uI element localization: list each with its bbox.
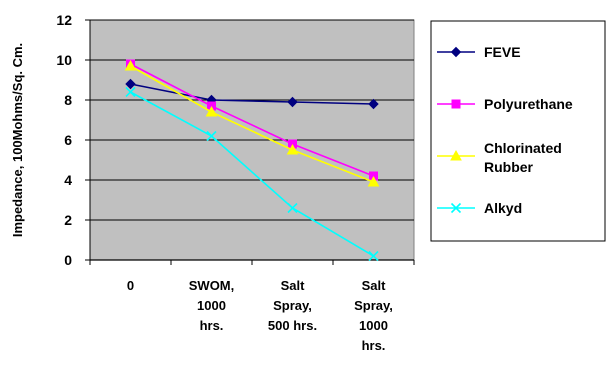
- legend-marker: [450, 202, 462, 214]
- gridlines: [90, 19, 414, 221]
- x-tick-label: Spray,: [273, 298, 312, 313]
- data-point: [287, 96, 298, 108]
- legend-marker: [451, 99, 461, 109]
- data-point: [125, 78, 136, 90]
- x-tick-label: Spray,: [354, 298, 393, 313]
- legend-item-2: Chlorinated Rubber: [437, 140, 562, 175]
- y-tick-label: 6: [64, 132, 72, 148]
- legend-label: Chlorinated: [484, 140, 562, 156]
- series-group: [124, 59, 380, 262]
- data-point: [287, 202, 298, 214]
- x-tick-label: 1000: [359, 318, 388, 333]
- x-tick-labels: 0 SWOM, 1000 hrs. Salt Spray, 500 hrs. Salt Spra…: [127, 278, 393, 353]
- x-tick-label: hrs.: [200, 318, 224, 333]
- data-point: [206, 130, 217, 142]
- legend-marker: [450, 46, 462, 58]
- legend: FEVE Polyurethane Chlorinated Rubber Alkyd: [437, 44, 573, 216]
- legend-label: Polyurethane: [484, 96, 573, 112]
- x-tick-label: Salt: [281, 278, 306, 293]
- axes: [85, 19, 415, 265]
- data-point: [205, 105, 218, 117]
- legend-item-3: Alkyd: [437, 200, 522, 216]
- y-tick-labels: 0 2 4 6 8 10 12: [56, 12, 72, 268]
- legend-label: Rubber: [484, 159, 534, 175]
- x-tick-label: hrs.: [362, 338, 386, 353]
- x-tick-label: 500 hrs.: [268, 318, 317, 333]
- y-axis-label: Impedance, 100Mohms/Sq. Cm.: [10, 43, 25, 237]
- x-tick-label: 0: [127, 278, 134, 293]
- legend-marker: [450, 149, 462, 161]
- series-line-3: [130, 91, 374, 257]
- series-line-0: [130, 83, 374, 105]
- data-point: [124, 59, 137, 71]
- legend-item-1: Polyurethane: [437, 96, 573, 112]
- y-tick-label: 2: [64, 212, 72, 228]
- legend-item-0: FEVE: [437, 44, 521, 60]
- y-tick-label: 12: [56, 12, 72, 28]
- y-tick-label: 0: [64, 252, 72, 268]
- legend-label: Alkyd: [484, 200, 522, 216]
- y-tick-label: 4: [64, 172, 72, 188]
- y-tick-label: 8: [64, 92, 72, 108]
- data-point: [286, 143, 299, 155]
- x-tick-label: Salt: [362, 278, 387, 293]
- data-point: [368, 250, 379, 262]
- data-point: [125, 86, 136, 98]
- series-line-1: [130, 63, 374, 177]
- data-point: [368, 98, 379, 110]
- x-tick-label: 1000: [197, 298, 226, 313]
- legend-label: FEVE: [484, 44, 521, 60]
- series-line-2: [130, 65, 374, 183]
- data-point: [367, 175, 380, 187]
- x-tick-label: SWOM,: [189, 278, 235, 293]
- y-tick-label: 10: [56, 52, 72, 68]
